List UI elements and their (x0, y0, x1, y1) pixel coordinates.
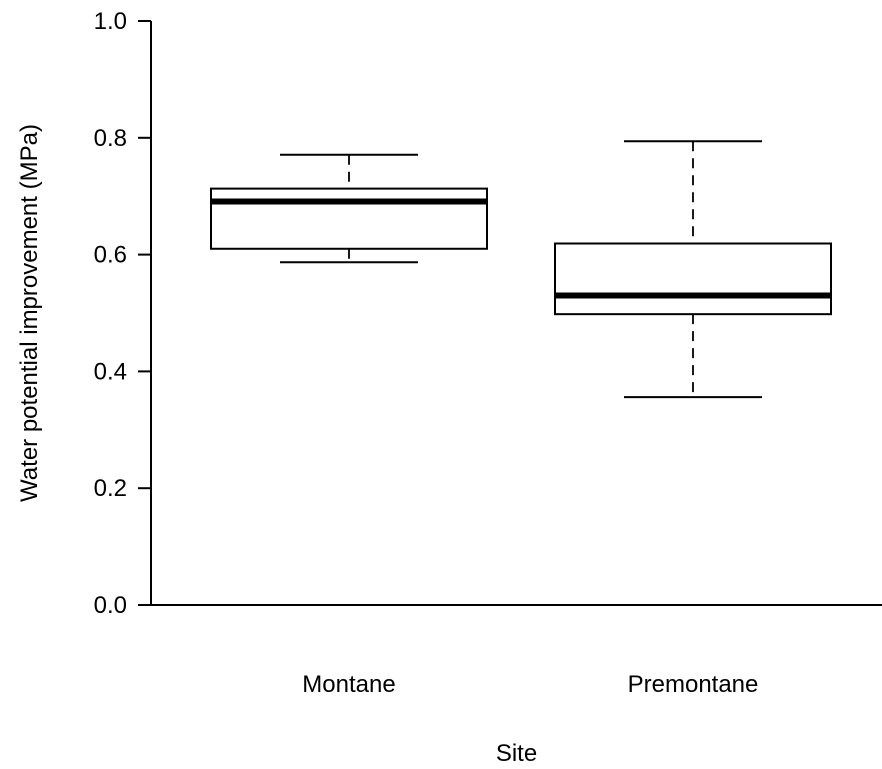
iqr-box (210, 187, 488, 250)
x-axis-title: Site (496, 740, 537, 767)
x-category-label: Premontane (628, 671, 759, 698)
y-tick-label: 0.2 (94, 475, 127, 502)
y-axis-title: Water potential improvement (MPa) (16, 124, 43, 502)
box-montane (210, 153, 488, 264)
x-axis: Montane Premontane (151, 604, 882, 698)
y-tick-label: 0.8 (94, 125, 127, 152)
y-tick-label: 1.0 (94, 8, 127, 35)
y-axis: 0.0 0.2 0.4 0.6 0.8 1.0 (94, 8, 152, 619)
iqr-box (554, 242, 832, 316)
y-tick-label: 0.4 (94, 358, 127, 385)
boxes (210, 140, 832, 399)
y-tick-label: 0.6 (94, 242, 127, 269)
x-category-label: Montane (302, 671, 395, 698)
box-premontane (554, 140, 832, 399)
y-tick-label: 0.0 (94, 592, 127, 619)
